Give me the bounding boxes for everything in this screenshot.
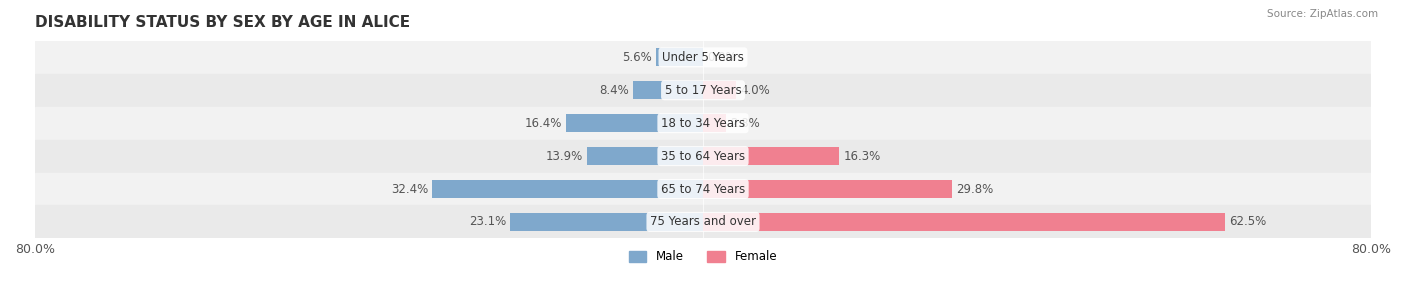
Text: 16.4%: 16.4% [524,117,562,130]
Text: 8.4%: 8.4% [599,84,628,97]
Text: 62.5%: 62.5% [1229,215,1267,228]
Text: 4.0%: 4.0% [741,84,770,97]
Bar [510,213,703,231]
Bar [703,114,727,132]
Text: Under 5 Years: Under 5 Years [662,51,744,64]
Text: 13.9%: 13.9% [546,149,582,163]
Text: 65 to 74 Years: 65 to 74 Years [661,182,745,196]
Bar [35,206,1371,239]
Text: 75 Years and over: 75 Years and over [650,215,756,228]
Text: 18 to 34 Years: 18 to 34 Years [661,117,745,130]
Text: 16.3%: 16.3% [844,149,880,163]
Text: 35 to 64 Years: 35 to 64 Years [661,149,745,163]
Text: 23.1%: 23.1% [468,215,506,228]
Bar [35,74,1371,107]
Bar [35,41,1371,74]
Text: Source: ZipAtlas.com: Source: ZipAtlas.com [1267,9,1378,19]
Bar [35,107,1371,140]
Text: 32.4%: 32.4% [391,182,429,196]
Text: 5.6%: 5.6% [623,51,652,64]
Bar [433,180,703,198]
Bar [567,114,703,132]
Text: 2.8%: 2.8% [731,117,761,130]
Bar [703,147,839,165]
Text: 0.0%: 0.0% [707,51,737,64]
Bar [586,147,703,165]
Text: 29.8%: 29.8% [956,182,993,196]
Bar [35,173,1371,206]
Text: 5 to 17 Years: 5 to 17 Years [665,84,741,97]
Bar [703,180,952,198]
Bar [703,81,737,99]
Bar [35,140,1371,173]
Bar [703,213,1225,231]
Text: DISABILITY STATUS BY SEX BY AGE IN ALICE: DISABILITY STATUS BY SEX BY AGE IN ALICE [35,15,411,30]
Legend: Male, Female: Male, Female [624,246,782,268]
Bar [633,81,703,99]
Bar [657,48,703,66]
